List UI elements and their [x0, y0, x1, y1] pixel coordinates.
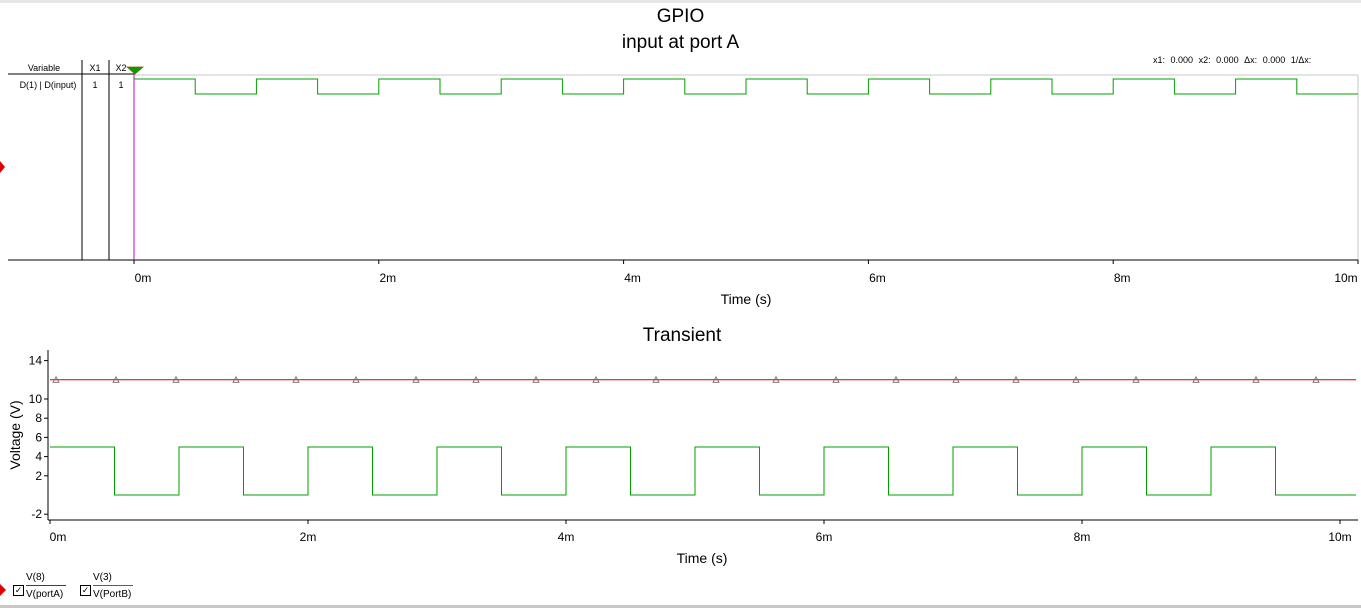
- x-axis-ticks: 0m 2m 4m 6m 8m 10m: [133, 260, 1359, 285]
- legend-checkbox[interactable]: ✓: [80, 585, 91, 596]
- legend-swatch-green: [93, 585, 133, 586]
- y-tick-label: 2: [35, 469, 42, 483]
- y-tick-label: 10: [29, 392, 43, 406]
- series-markers-v-porta: [52, 375, 1320, 383]
- legend-checkbox[interactable]: ✓: [13, 585, 24, 596]
- y-tick-label: 6: [35, 430, 42, 444]
- x-tick-label: 4m: [558, 530, 575, 544]
- series-marker: [652, 375, 660, 383]
- x1-label: x1:: [1153, 55, 1166, 65]
- inv-dx-label: 1/Δx:: [1290, 55, 1312, 65]
- series-marker: [52, 375, 60, 383]
- dx-value: 0.000: [1262, 55, 1286, 65]
- chart-subtitle: input at port A: [621, 32, 740, 53]
- legend-bottom-label: V(portA): [26, 589, 64, 600]
- x1-value: 0.000: [1170, 55, 1194, 65]
- series-marker: [292, 375, 300, 383]
- x-axis-ticks: 0m 2m 4m 6m 8m 10m: [49, 520, 1352, 544]
- legend-bottom-label: V(PortB): [93, 589, 132, 600]
- legend-swatch-red: [26, 585, 66, 586]
- series-line-d-input: [134, 78, 1358, 95]
- row-x2-value: 1: [118, 80, 123, 90]
- y-axis-label: Voltage (V): [7, 400, 23, 469]
- row-variable-name: D(1) | D(input): [20, 80, 77, 90]
- x-tick-label: 6m: [816, 530, 833, 544]
- legend: V(8) ✓ V(portA) V(3) ✓ V(PortB): [0, 568, 300, 608]
- series-marker: [892, 375, 900, 383]
- chart-title-transient: Transient: [643, 325, 722, 346]
- legend-selected-arrow: [0, 584, 6, 596]
- series-marker: [1252, 375, 1260, 383]
- x-tick-label: 10m: [1328, 530, 1351, 544]
- series-marker: [1312, 375, 1320, 383]
- x-tick-label: 2m: [300, 530, 317, 544]
- cursor-readout: x1: 0.000 x2: 0.000 Δx: 0.000 1/Δx:: [1153, 55, 1314, 65]
- series-marker: [1012, 375, 1020, 383]
- bottom-border: [0, 605, 1361, 608]
- transient-chart: Transient Voltage (V) Time (s) 14 10 8 6 4 2 -…: [7, 325, 1358, 566]
- series-marker: [1132, 375, 1140, 383]
- y-tick-label: 14: [29, 354, 43, 368]
- digital-chart: Variable X1 X2 D(1) | D(input) 1 1 0m 2m 4…: [8, 60, 1359, 307]
- x-tick-label: 6m: [869, 271, 886, 285]
- header-variable: Variable: [28, 63, 60, 73]
- x-tick-label: 0m: [50, 530, 67, 544]
- series-marker: [1072, 375, 1080, 383]
- x-tick-label: 2m: [379, 271, 396, 285]
- series-marker: [172, 375, 180, 383]
- x2-label: x2:: [1198, 55, 1211, 65]
- y-tick-label: 8: [35, 411, 42, 425]
- x2-value: 0.000: [1216, 55, 1239, 65]
- legend-top-label: V(3): [93, 572, 112, 583]
- series-marker: [232, 375, 240, 383]
- x-axis-label: Time (s): [677, 550, 728, 566]
- x-tick-label: 0m: [135, 271, 152, 285]
- y-tick-label: 4: [35, 450, 42, 464]
- cursor-handle[interactable]: [125, 66, 145, 75]
- panel-marker-arrow[interactable]: [0, 161, 5, 173]
- series-line-v-portb: [50, 446, 1356, 496]
- series-marker: [472, 375, 480, 383]
- x-tick-label: 8m: [1074, 530, 1091, 544]
- x-axis-label: Time (s): [721, 291, 772, 307]
- series-marker: [952, 375, 960, 383]
- legend-top-label: V(8): [26, 572, 45, 583]
- series-marker: [772, 375, 780, 383]
- series-marker: [592, 375, 600, 383]
- x-tick-label: 10m: [1334, 271, 1357, 285]
- x-tick-label: 8m: [1114, 271, 1131, 285]
- series-marker: [532, 375, 540, 383]
- dx-label: Δx:: [1244, 55, 1258, 65]
- series-marker: [412, 375, 420, 383]
- series-marker: [712, 375, 720, 383]
- y-tick-label: -2: [31, 507, 42, 521]
- series-marker: [352, 375, 360, 383]
- chart-title-gpio: GPIO: [656, 6, 705, 27]
- header-x2: X2: [115, 63, 126, 73]
- x-tick-label: 4m: [624, 271, 641, 285]
- y-axis-ticks: 14 10 8 6 4 2 -2: [29, 354, 48, 521]
- top-toolbar-strip: [0, 0, 1361, 3]
- header-x1: X1: [89, 63, 100, 73]
- series-marker: [1192, 375, 1200, 383]
- series-marker: [832, 375, 840, 383]
- row-x1-value: 1: [92, 80, 97, 90]
- series-marker: [112, 375, 120, 383]
